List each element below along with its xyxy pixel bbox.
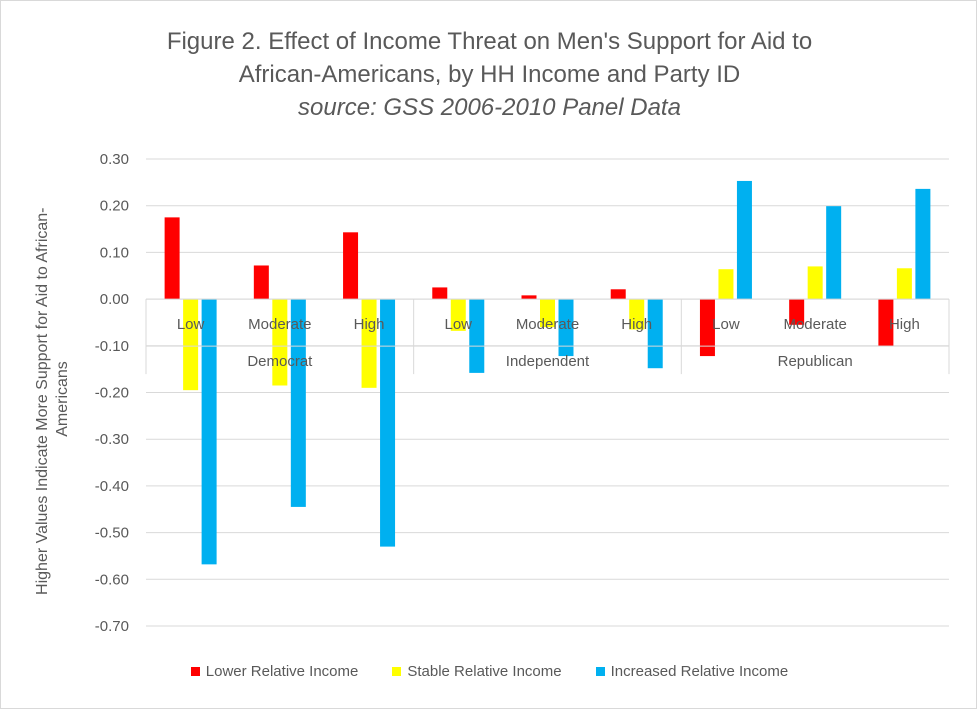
bar xyxy=(164,217,180,300)
bar xyxy=(183,299,199,391)
legend-swatch-increased xyxy=(595,667,605,676)
chart-title-line2: African-Americans, by HH Income and Part… xyxy=(238,61,741,88)
bar xyxy=(272,299,288,386)
group-label: Independent xyxy=(506,353,590,370)
legend: Lower Relative Income Stable Relative In… xyxy=(1,663,977,680)
bar xyxy=(253,265,269,300)
chart-subtitle: source: GSS 2006-2010 Panel Data xyxy=(298,94,681,121)
legend-item-stable: Stable Relative Income xyxy=(392,663,562,680)
category-label: High xyxy=(889,316,920,333)
chart-title-line1: Figure 2. Effect of Income Threat on Men… xyxy=(166,28,813,55)
category-label: Moderate xyxy=(783,316,846,333)
category-label: Low xyxy=(712,316,740,333)
bar xyxy=(558,299,574,357)
bar xyxy=(826,206,842,300)
legend-swatch-lower xyxy=(190,667,200,676)
bar xyxy=(647,299,663,369)
bar xyxy=(718,269,734,300)
bar xyxy=(699,299,715,357)
category-label: High xyxy=(621,316,652,333)
bar xyxy=(432,287,448,300)
legend-item-lower: Lower Relative Income xyxy=(190,663,359,680)
y-tick-label: -0.30 xyxy=(95,431,129,448)
bar xyxy=(789,299,805,325)
bar xyxy=(878,299,894,346)
y-axis-ticks: 0.30 0.20 0.10 0.00 -0.10 -0.20 -0.30 -0.40 -0.5… xyxy=(95,151,129,635)
bar xyxy=(629,299,645,330)
category-label: Moderate xyxy=(516,316,579,333)
category-label: Moderate xyxy=(248,316,311,333)
bar xyxy=(380,299,396,547)
legend-label-lower: Lower Relative Income xyxy=(205,663,359,680)
group-label: Democrat xyxy=(247,353,313,370)
bar xyxy=(736,180,752,300)
category-axis: Low Moderate High Low Moderate High Low Moderat… xyxy=(145,298,950,375)
category-label: Low xyxy=(177,316,205,333)
y-tick-label: -0.50 xyxy=(95,525,129,542)
legend-swatch-stable xyxy=(392,667,402,676)
bar xyxy=(807,266,823,300)
y-tick-label: 0.20 xyxy=(100,198,129,215)
bar xyxy=(610,289,626,300)
y-axis-label: Higher Values Indicate More Support for … xyxy=(34,203,71,595)
y-tick-label: 0.10 xyxy=(100,244,129,261)
bars xyxy=(164,180,931,565)
y-axis-label-line2: Americans xyxy=(54,361,71,437)
group-label: Republican xyxy=(778,353,853,370)
y-tick-label: -0.10 xyxy=(95,338,129,355)
bar xyxy=(540,299,555,328)
y-tick-label: -0.20 xyxy=(95,385,129,402)
legend-label-increased: Increased Relative Income xyxy=(610,663,789,680)
bar xyxy=(361,299,377,388)
bar xyxy=(450,299,466,331)
category-label: Low xyxy=(445,316,473,333)
y-axis-label-line1: Higher Values Indicate More Support for … xyxy=(34,207,51,594)
bar xyxy=(469,299,485,373)
y-tick-label: -0.70 xyxy=(95,618,129,635)
y-tick-label: -0.40 xyxy=(95,478,129,495)
bar xyxy=(521,295,537,300)
y-tick-label: 0.30 xyxy=(100,151,129,168)
legend-item-increased: Increased Relative Income xyxy=(595,663,789,680)
bar xyxy=(915,188,931,300)
y-tick-label: -0.60 xyxy=(95,571,129,588)
y-tick-label: 0.00 xyxy=(100,291,129,308)
bar xyxy=(343,232,359,300)
chart-title: Figure 2. Effect of Income Threat on Men… xyxy=(1,25,977,124)
bar xyxy=(290,299,306,507)
bar xyxy=(201,299,217,565)
bar xyxy=(896,268,912,300)
legend-label-stable: Stable Relative Income xyxy=(407,663,562,680)
category-label: High xyxy=(354,316,385,333)
